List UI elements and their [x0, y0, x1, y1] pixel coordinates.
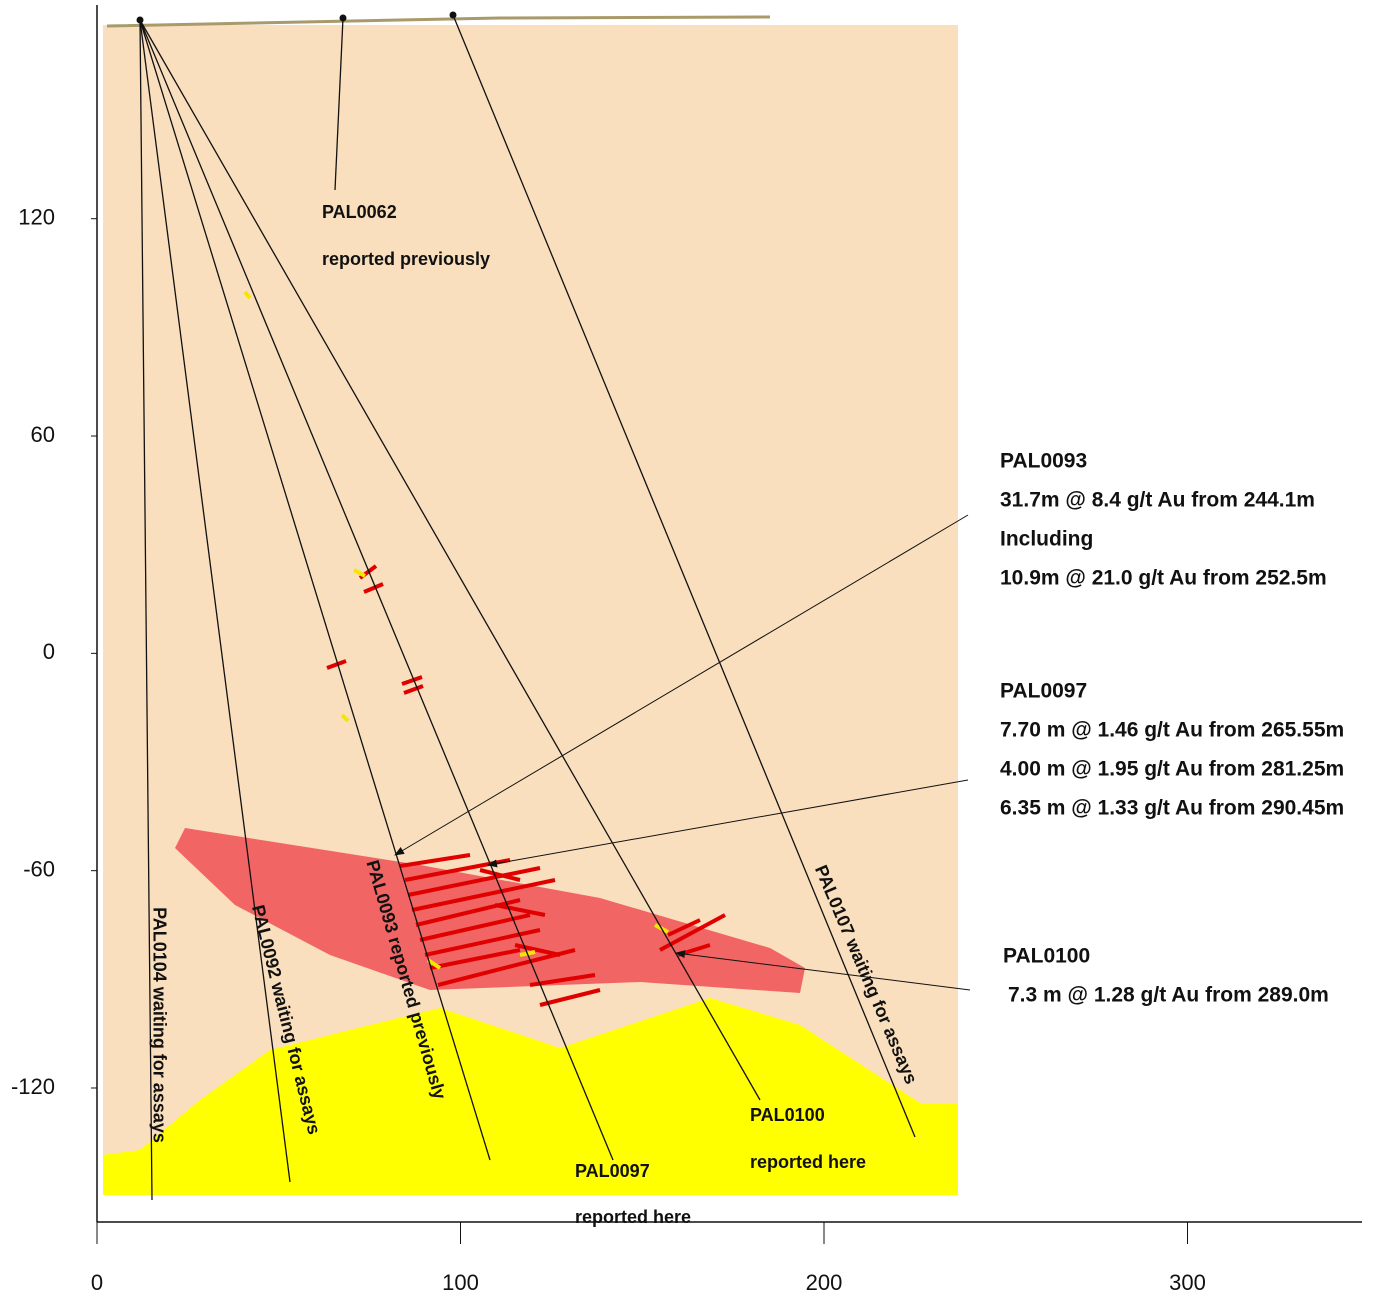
y-tick-label: 0 [43, 639, 55, 664]
result-line: 6.35 m @ 1.33 g/t Au from 290.45m [1000, 797, 1344, 820]
axes [96, 5, 1362, 1223]
hole-label: PAL0097 [575, 1161, 650, 1181]
hole-label: PAL0100 [750, 1105, 825, 1125]
result-line: 4.00 m @ 1.95 g/t Au from 281.25m [1000, 758, 1344, 781]
mineralised-zone [175, 828, 805, 993]
result-line: Including [1000, 528, 1093, 551]
intersections [243, 290, 726, 1007]
x-tick-label: 200 [806, 1270, 843, 1295]
surface [106, 15, 771, 28]
y-tick-label: -120 [11, 1074, 55, 1099]
hole-label: reported previously [322, 249, 490, 269]
hole-label: reported here [575, 1207, 691, 1227]
yellow-unit [103, 998, 958, 1195]
result-line: 7.70 m @ 1.46 g/t Au from 265.55m [1000, 719, 1344, 742]
geology [103, 15, 958, 1195]
y-tick-label: 60 [31, 422, 55, 447]
drill-holes [136, 11, 916, 1201]
result-hole: PAL0093 [1000, 450, 1087, 473]
hole-label: reported here [750, 1152, 866, 1172]
hole-label: PAL0062 [322, 202, 397, 222]
result-line: 7.3 m @ 1.28 g/t Au from 289.0m [1008, 984, 1329, 1007]
pointers [394, 514, 971, 991]
result-line: 10.9m @ 21.0 g/t Au from 252.5m [1000, 567, 1327, 590]
x-tick-label: 300 [1169, 1270, 1206, 1295]
host-rock [103, 25, 958, 1195]
result-hole: PAL0097 [1000, 680, 1087, 703]
x-tick-label: 100 [442, 1270, 479, 1295]
result-hole: PAL0100 [1003, 945, 1090, 968]
y-tick-label: -60 [23, 856, 55, 881]
x-tick-label: 0 [91, 1270, 103, 1295]
hole-label: PAL0104 waiting for assays [149, 907, 169, 1143]
y-tick-label: 120 [18, 205, 55, 230]
result-line: 31.7m @ 8.4 g/t Au from 244.1m [1000, 489, 1315, 512]
